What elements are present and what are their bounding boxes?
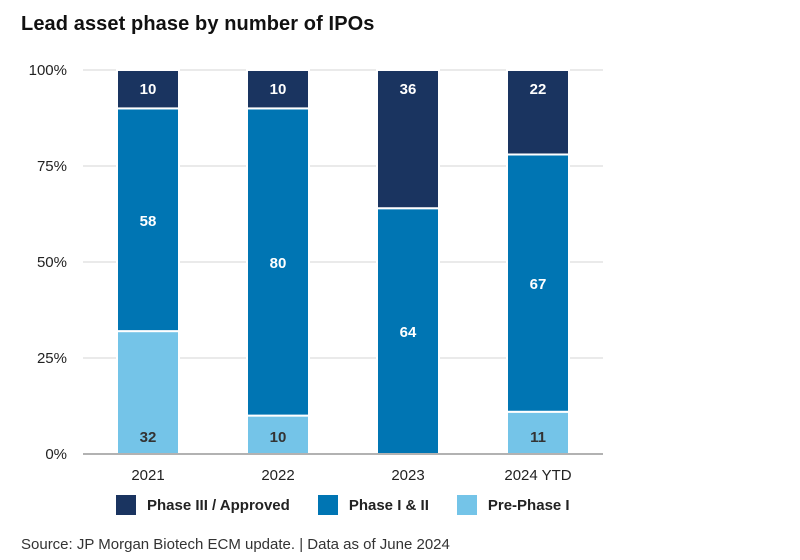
- legend-label: Phase I & II: [348, 496, 429, 514]
- y-tick-label: 50%: [37, 254, 67, 271]
- x-tick-label: 2024 YTD: [504, 467, 571, 484]
- chart-title: Lead asset phase by number of IPOs: [21, 13, 375, 35]
- x-tick-label: 2022: [261, 467, 294, 484]
- bar-segment: [246, 414, 310, 456]
- bar-segment-group: 58: [116, 107, 180, 333]
- data-label: 10: [270, 429, 287, 446]
- legend-item-phase-i-ii: Phase I & II: [317, 495, 429, 515]
- data-label: 10: [140, 81, 157, 98]
- bar-segment: [116, 107, 180, 333]
- y-tick-label: 0%: [45, 446, 67, 463]
- bar-segment: [246, 69, 310, 110]
- data-label: 10: [270, 81, 287, 98]
- data-label: 22: [530, 81, 547, 98]
- legend: Phase III / Approved Phase I & II Pre-Ph…: [116, 495, 598, 515]
- y-tick-label: 100%: [29, 62, 67, 79]
- legend-swatch-phase-i-ii: [317, 495, 338, 515]
- data-label: 58: [140, 213, 157, 230]
- legend-label: Phase III / Approved: [147, 496, 290, 514]
- bar-segment-group: 10: [246, 414, 310, 456]
- x-tick-label: 2023: [391, 467, 424, 484]
- bar-segment-group: 11: [506, 410, 570, 456]
- source-note: Source: JP Morgan Biotech ECM update. | …: [21, 536, 450, 553]
- bar-segment-group: 80: [246, 107, 310, 417]
- x-axis: 2021 2022 2023 2024 YTD: [83, 453, 603, 484]
- bars: 32 58 10 10 80 10 64 36 11 67 22: [116, 69, 570, 456]
- legend-swatch-phase-iii: [116, 495, 136, 515]
- data-label: 32: [140, 429, 157, 446]
- data-label: 67: [530, 276, 547, 293]
- y-tick-label: 75%: [37, 158, 67, 175]
- data-label: 80: [270, 255, 287, 272]
- legend-item-pre-phase-i: Pre-Phase I: [456, 495, 570, 515]
- bar-segment: [116, 69, 180, 110]
- bar-segment-group: 32: [116, 330, 180, 455]
- data-label: 64: [400, 324, 417, 341]
- bar-segment-group: 22: [506, 69, 570, 156]
- bar-segment-group: 67: [506, 153, 570, 413]
- legend-item-phase-iii: Phase III / Approved: [116, 495, 290, 515]
- y-axis: 0% 25% 50% 75% 100%: [29, 62, 67, 463]
- bar-segment: [506, 69, 570, 156]
- y-tick-label: 25%: [37, 350, 67, 367]
- bar-segment-group: 10: [246, 69, 310, 110]
- data-label: 36: [400, 81, 417, 98]
- bar-segment-group: 64: [376, 207, 440, 455]
- legend-label: Pre-Phase I: [487, 496, 570, 514]
- x-tick-label: 2021: [131, 467, 164, 484]
- bar-segment: [506, 153, 570, 413]
- bar-segment-group: 36: [376, 69, 440, 210]
- data-label: 11: [530, 429, 546, 446]
- legend-swatch-pre-phase-i: [456, 495, 477, 515]
- bar-segment: [376, 69, 440, 210]
- bar-segment-group: 10: [116, 69, 180, 110]
